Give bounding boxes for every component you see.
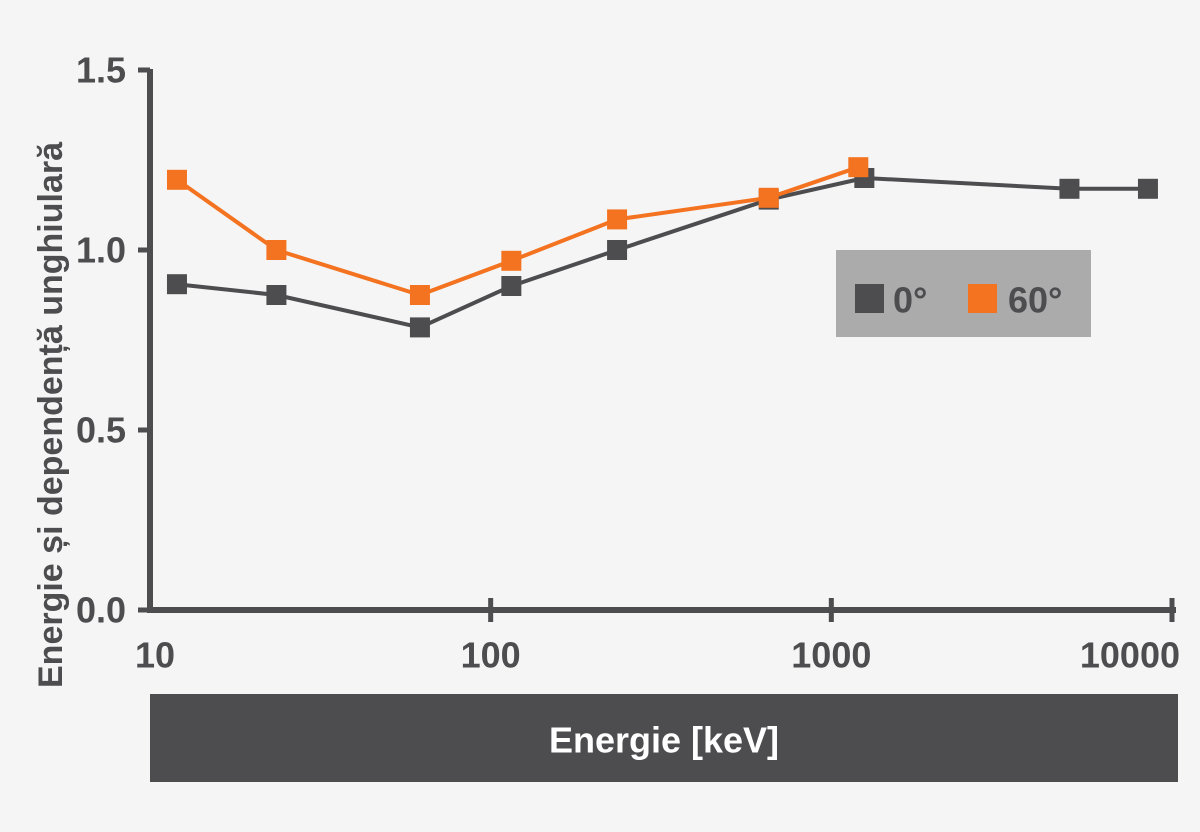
- legend: 0° 60°: [836, 250, 1091, 337]
- x-tick-label: 100: [461, 635, 521, 676]
- data-point: [166, 274, 187, 295]
- data-point: [501, 276, 522, 296]
- x-tick-label: 10: [135, 635, 175, 676]
- y-tick-label: 0.0: [76, 590, 126, 631]
- series-layer: [166, 157, 1158, 338]
- x-axis-title-bar: Energie [keV]: [150, 694, 1178, 782]
- data-point: [607, 240, 628, 260]
- data-point: [607, 209, 628, 230]
- data-point: [501, 250, 522, 271]
- x-axis-ticks: 10 100 1000 10000: [135, 598, 1180, 676]
- legend-label-1: 60°: [1008, 280, 1062, 321]
- series-1: [166, 157, 869, 305]
- data-point: [166, 169, 187, 190]
- x-tick-label: 10000: [1080, 635, 1180, 676]
- data-point: [266, 240, 287, 260]
- y-tick-label: 1.0: [76, 230, 126, 271]
- x-tick-label: 1000: [791, 635, 871, 676]
- y-tick-label: 0.5: [76, 410, 126, 451]
- series-line: [175, 165, 859, 297]
- data-point: [266, 285, 287, 305]
- data-point: [409, 317, 430, 338]
- data-point: [409, 285, 430, 305]
- legend-label-0: 0°: [893, 280, 927, 321]
- data-point: [848, 157, 869, 178]
- y-axis-title: Energie și dependență unghiulară: [32, 141, 70, 688]
- data-point: [1137, 178, 1158, 199]
- data-point: [758, 187, 779, 208]
- legend-swatch-0: [855, 284, 884, 313]
- legend-swatch-1: [968, 284, 997, 313]
- axes: [147, 69, 1176, 613]
- y-tick-label: 1.5: [76, 50, 126, 91]
- x-axis-title-background: [150, 694, 1178, 782]
- x-axis-title: Energie [keV]: [549, 720, 779, 761]
- y-axis-ticks: 0.0 0.5 1.0 1.5: [76, 50, 150, 631]
- data-point: [1059, 178, 1080, 199]
